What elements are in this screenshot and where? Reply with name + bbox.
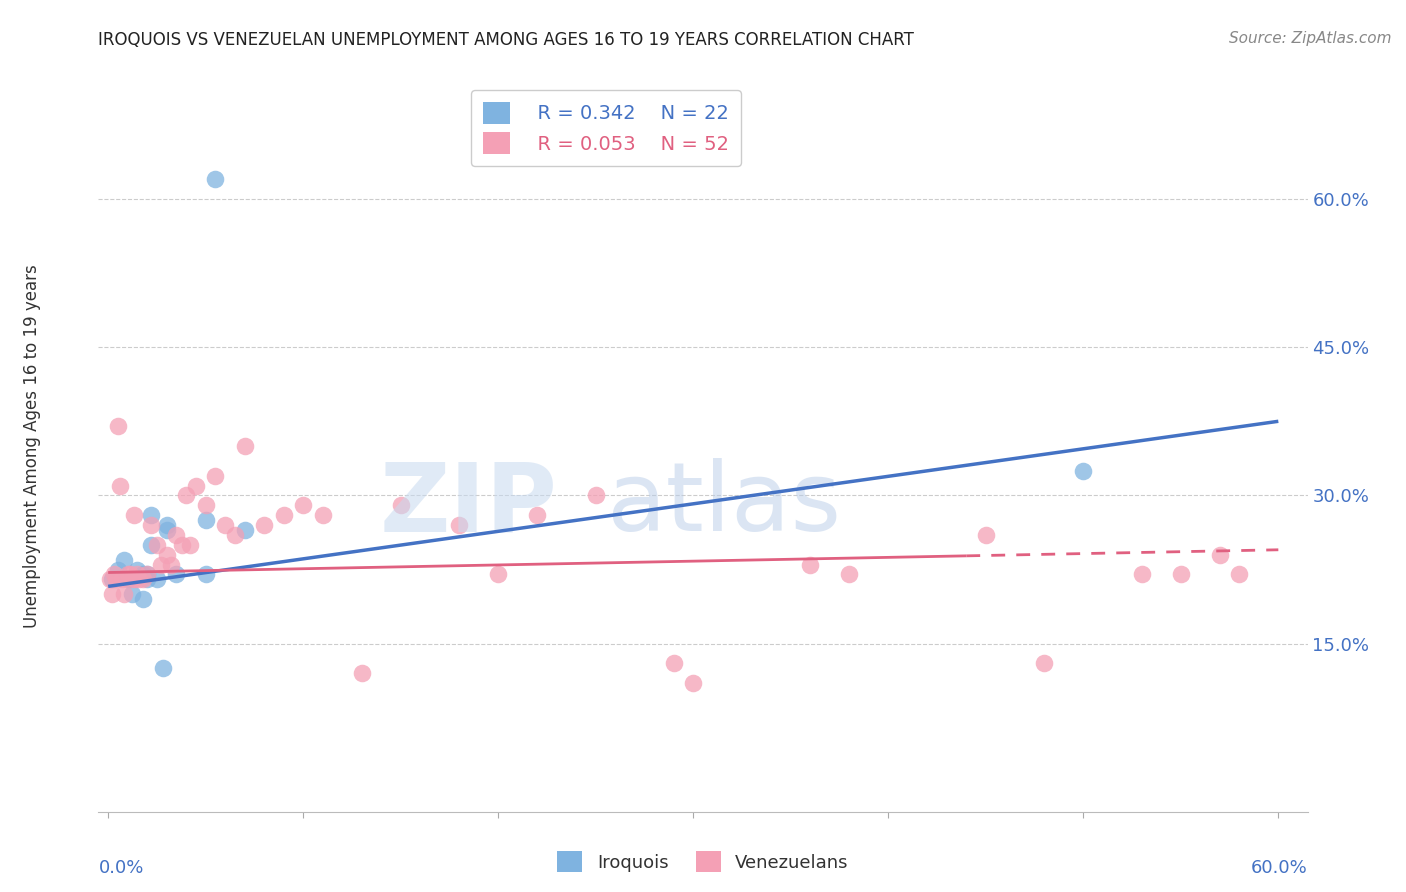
Point (127, 567, 149, 582)
Point (139, 538, 162, 552)
Point (136, 567, 159, 582)
Point (132, 592, 155, 607)
Point (194, 498, 217, 512)
Point (1033, 657, 1056, 671)
Point (585, 488, 607, 502)
Point (103, 567, 125, 582)
Point (118, 567, 141, 582)
Point (122, 508, 145, 523)
Point (124, 573, 146, 587)
Point (184, 478, 207, 492)
Point (799, 558, 821, 572)
Point (253, 518, 276, 533)
Point (146, 538, 169, 552)
Point (350, 666, 373, 681)
Text: IROQUOIS VS VENEZUELAN UNEMPLOYMENT AMONG AGES 16 TO 19 YEARS CORRELATION CHART: IROQUOIS VS VENEZUELAN UNEMPLOYMENT AMON… (98, 31, 914, 49)
Point (117, 573, 139, 587)
Point (156, 548, 179, 562)
Text: atlas: atlas (606, 458, 841, 551)
Point (682, 676, 704, 690)
Text: Unemployment Among Ages 16 to 19 years: Unemployment Among Ages 16 to 19 years (22, 264, 41, 628)
Point (146, 573, 169, 587)
Point (149, 558, 172, 572)
Point (1227, 567, 1250, 582)
Point (101, 573, 124, 587)
Point (1209, 548, 1232, 562)
Point (662, 657, 685, 671)
Point (112, 587, 135, 601)
Point (101, 587, 124, 601)
Point (292, 498, 315, 512)
Point (172, 538, 194, 552)
Point (1170, 567, 1192, 582)
Point (139, 518, 162, 533)
Text: Source: ZipAtlas.com: Source: ZipAtlas.com (1229, 31, 1392, 46)
Point (449, 518, 471, 533)
Point (152, 661, 174, 675)
Point (1071, 464, 1094, 478)
Legend: Iroquois, Venezuelans: Iroquois, Venezuelans (550, 844, 856, 880)
Point (179, 538, 201, 552)
Text: 0.0%: 0.0% (98, 859, 143, 877)
Point (112, 552, 135, 566)
Point (136, 573, 159, 587)
Point (132, 573, 155, 587)
Point (1130, 567, 1153, 582)
Point (204, 172, 226, 186)
Point (156, 523, 179, 537)
Point (194, 567, 217, 582)
Point (312, 508, 335, 523)
Point (194, 513, 217, 527)
Point (526, 508, 548, 523)
Point (108, 478, 131, 492)
Point (224, 528, 246, 542)
Point (486, 567, 509, 582)
Point (165, 567, 187, 582)
Point (273, 508, 295, 523)
Point (389, 498, 412, 512)
Point (838, 567, 860, 582)
Point (121, 587, 143, 601)
Point (174, 488, 197, 502)
Point (165, 528, 187, 542)
Point (104, 573, 127, 587)
Point (107, 563, 129, 577)
Point (132, 567, 155, 582)
Point (214, 518, 236, 533)
Point (117, 567, 139, 582)
Point (111, 573, 134, 587)
Point (156, 518, 179, 533)
Point (98, 573, 121, 587)
Point (204, 468, 226, 483)
Text: 60.0%: 60.0% (1251, 859, 1308, 877)
Point (139, 508, 162, 523)
Point (121, 573, 143, 587)
Text: ZIP: ZIP (380, 458, 558, 551)
Point (233, 439, 256, 453)
Point (233, 523, 256, 537)
Point (127, 563, 149, 577)
Point (136, 567, 159, 582)
Point (107, 419, 129, 434)
Point (159, 558, 181, 572)
Point (128, 573, 150, 587)
Point (974, 528, 997, 542)
